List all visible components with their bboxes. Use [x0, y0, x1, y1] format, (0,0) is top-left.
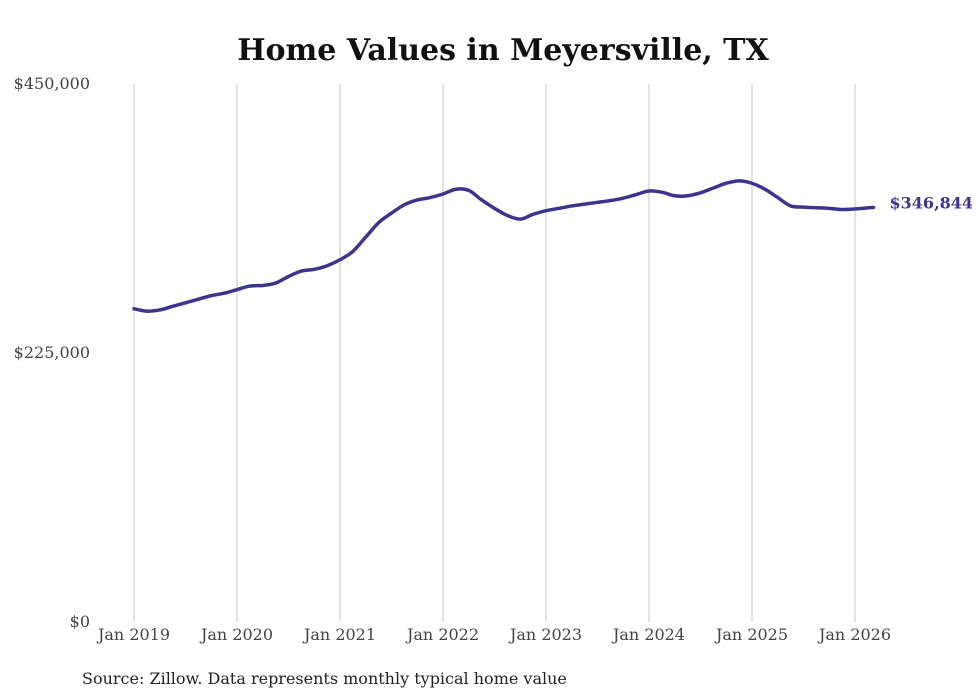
x-tick-label: Jan 2023	[508, 625, 582, 644]
y-axis: $0 $225,000 $450,000	[14, 74, 90, 631]
x-tick-label: Jan 2022	[405, 625, 479, 644]
gridlines	[133, 84, 856, 622]
x-tick-label: Jan 2021	[302, 625, 376, 644]
x-tick-label: Jan 2026	[817, 625, 891, 644]
end-value-label: $346,844	[890, 193, 974, 212]
series-line	[132, 179, 876, 313]
chart-title: Home Values in Meyersville, TX	[237, 33, 769, 68]
x-tick-label: Jan 2020	[199, 625, 273, 644]
source-note: Source: Zillow. Data represents monthly …	[82, 669, 567, 688]
x-tick-label: Jan 2025	[714, 625, 788, 644]
x-tick-label: Jan 2024	[611, 625, 685, 644]
x-axis: Jan 2019 Jan 2020 Jan 2021 Jan 2022 Jan 2023…	[96, 625, 891, 644]
y-tick-label: $450,000	[14, 74, 90, 93]
y-tick-label: $225,000	[14, 343, 90, 362]
x-tick-label: Jan 2019	[96, 625, 170, 644]
y-tick-label: $0	[70, 612, 90, 631]
